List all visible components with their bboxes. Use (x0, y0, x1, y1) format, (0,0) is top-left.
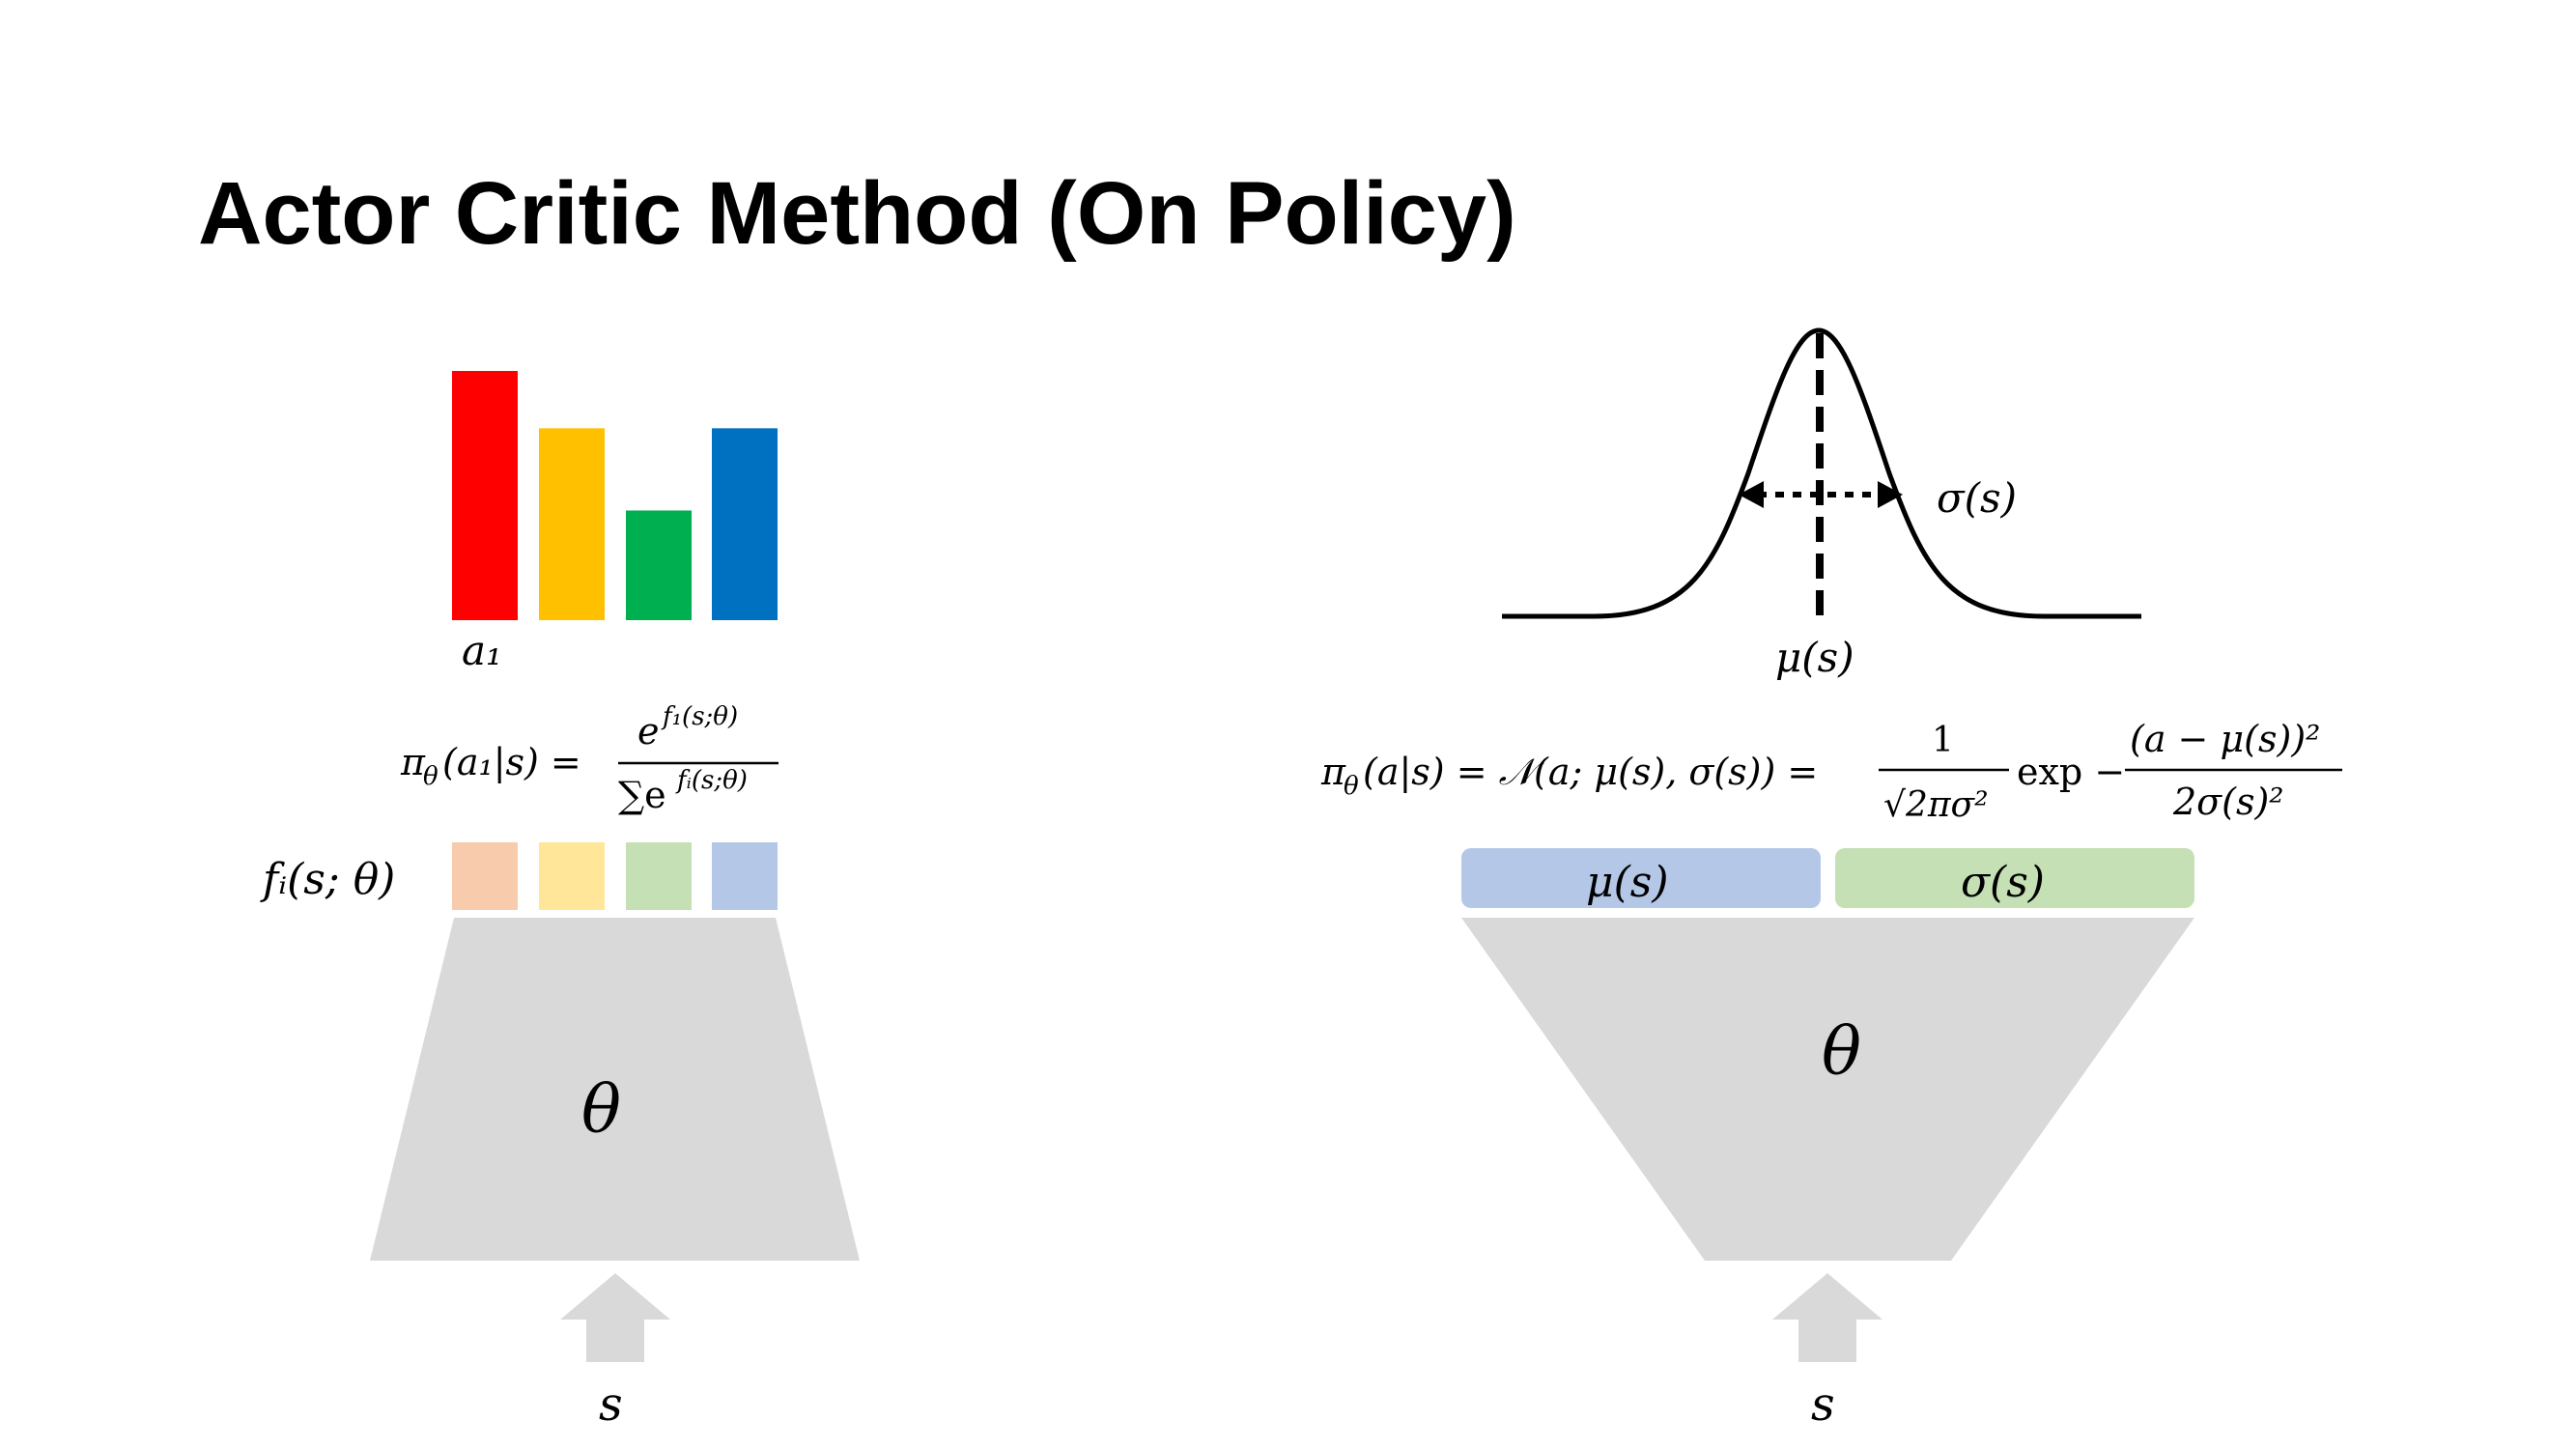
sigma-label: σ(s) (1937, 474, 2017, 522)
slide-title: Actor Critic Method (On Policy) (198, 164, 1516, 263)
continuous-network-body (1461, 918, 2194, 1261)
action-label-a1: a₁ (462, 627, 502, 674)
softmax-denominator-exponent: fᵢ(s;θ) (675, 766, 748, 795)
continuous-network-theta: θ (1822, 1014, 1861, 1091)
sigma-head-box (1835, 848, 2194, 908)
action-bar-3 (626, 510, 692, 620)
discrete-actor-diagram: a₁ π θ (a₁|s) = e f₁(s;θ) ∑e fᵢ(s;θ) fᵢ(… (260, 371, 860, 1432)
softmax-denominator-sum: ∑e (618, 774, 666, 816)
softmax-lhs-args: (a₁|s) = (442, 741, 581, 783)
action-bar-2 (539, 428, 605, 620)
continuous-input-label: s (1811, 1378, 1835, 1432)
gauss-frac2-numerator: (a − μ(s))² (2130, 718, 2320, 760)
continuous-actor-diagram: σ(s) μ(s) π θ (a|s) = 𝒩(a; μ(s), σ(s)) =… (1320, 327, 2342, 1432)
gaussian-policy-equation: π θ (a|s) = 𝒩(a; μ(s), σ(s)) = 1 √2πσ² e… (1320, 718, 2342, 825)
mu-label: μ(s) (1775, 634, 1854, 681)
std-arrowhead-left (1739, 481, 1764, 508)
gauss-lhs-pi: π (1320, 751, 1346, 793)
gauss-exp: exp − (2017, 751, 2125, 793)
continuous-input-arrow (1772, 1273, 1882, 1362)
std-arrowhead-right (1878, 481, 1903, 508)
discrete-input-arrow (560, 1273, 670, 1362)
logit-box-2 (539, 842, 605, 910)
mu-head-label: μ(s) (1586, 858, 1669, 907)
logits-label: fᵢ(s; θ) (260, 855, 395, 904)
gauss-lhs-subscript: θ (1344, 772, 1359, 801)
discrete-network-body (370, 918, 860, 1261)
sigma-head-label: σ(s) (1961, 858, 2045, 907)
discrete-network-theta: θ (581, 1072, 621, 1149)
gauss-frac2-denominator: 2σ(s)² (2172, 781, 2284, 823)
action-bar-1 (452, 371, 518, 620)
logit-box-1 (452, 842, 518, 910)
logit-box-4 (712, 842, 778, 910)
action-bar-4 (712, 428, 778, 620)
logit-boxes (452, 842, 778, 910)
softmax-equation: π θ (a₁|s) = e f₁(s;θ) ∑e fᵢ(s;θ) (400, 702, 778, 816)
discrete-input-label: s (599, 1378, 623, 1432)
softmax-lhs-pi: π (400, 741, 426, 783)
action-probability-bars (452, 371, 778, 620)
gaussian-curve (1502, 327, 2141, 619)
logit-box-3 (626, 842, 692, 910)
softmax-numerator-base: e (637, 710, 660, 753)
mu-head-box (1461, 848, 1821, 908)
gauss-lhs-body: (a|s) = 𝒩(a; μ(s), σ(s)) = (1363, 751, 1818, 793)
gauss-frac1-numerator: 1 (1932, 721, 1954, 760)
gauss-frac1-denominator: √2πσ² (1883, 785, 1989, 825)
softmax-lhs-subscript: θ (423, 762, 439, 791)
softmax-numerator-exponent: f₁(s;θ) (661, 702, 738, 731)
